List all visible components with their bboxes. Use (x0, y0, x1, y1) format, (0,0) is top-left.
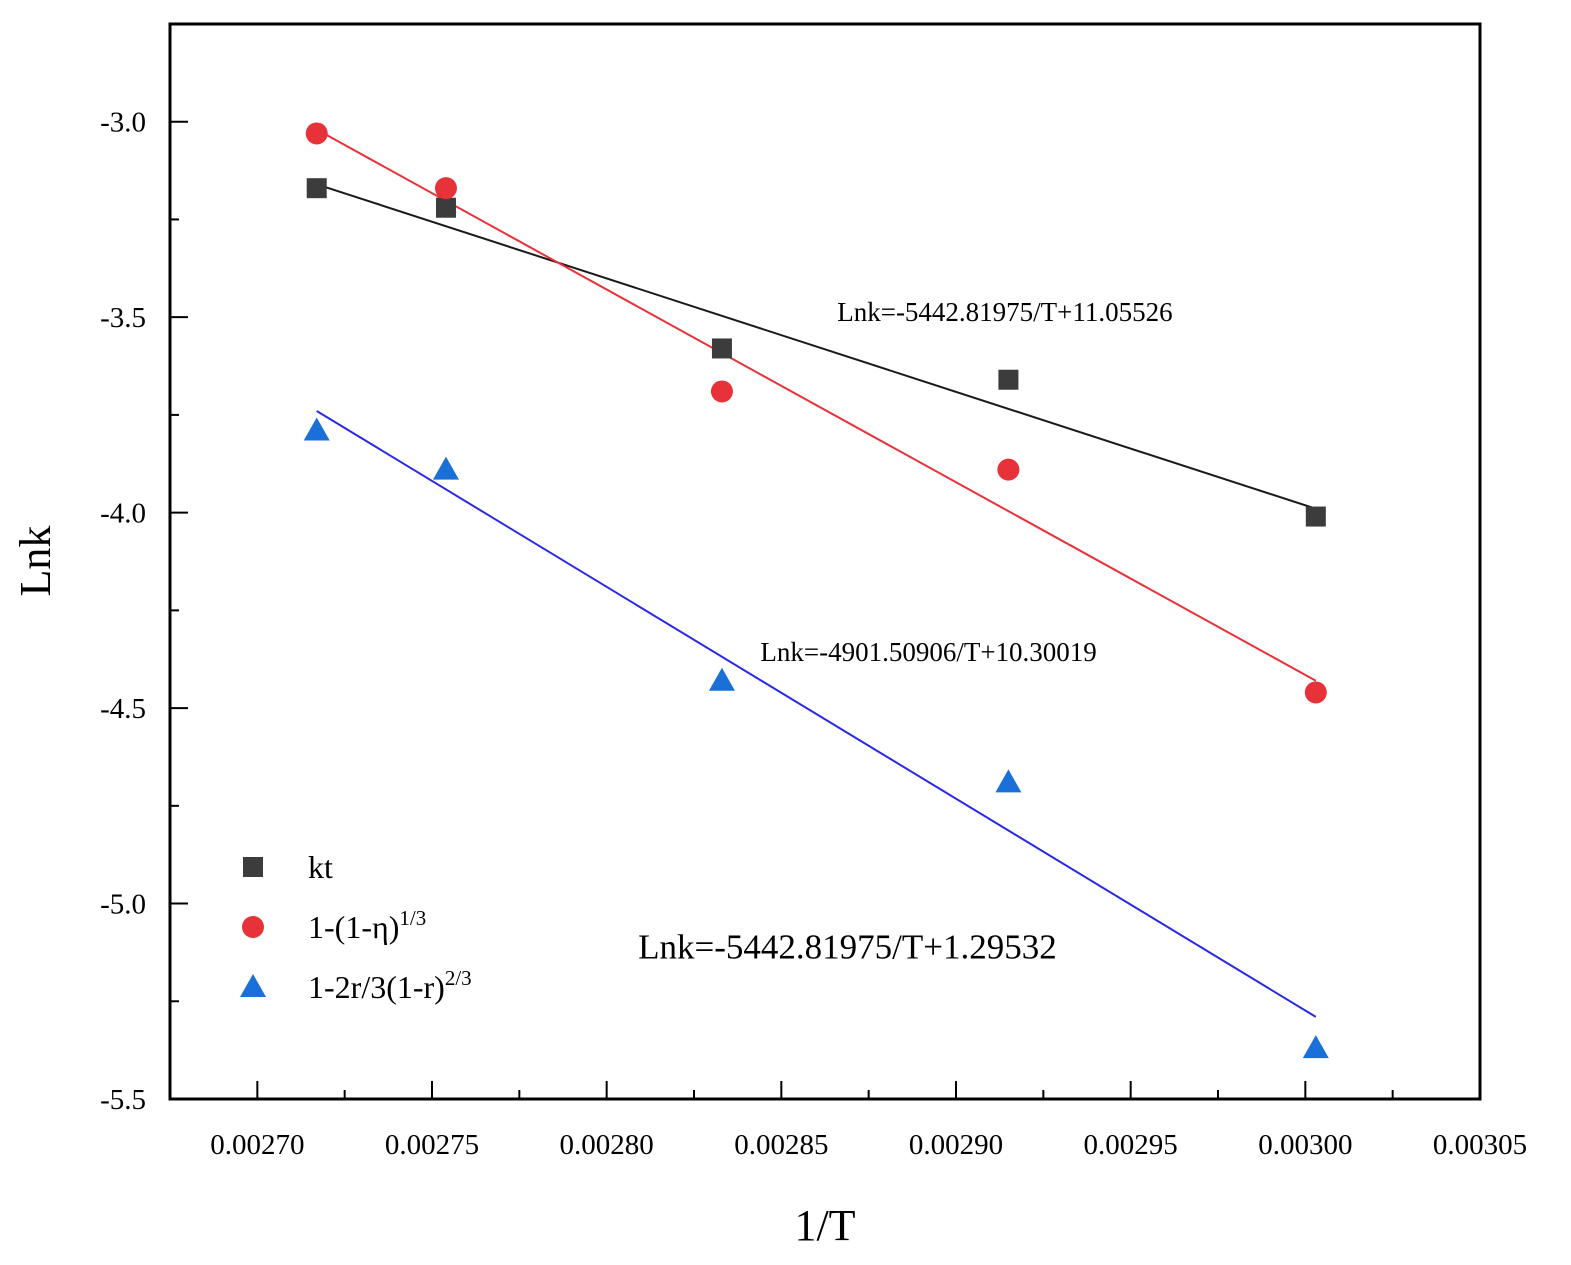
legend-label-superscript: 2/3 (445, 966, 472, 990)
y-axis-title: Lnk (11, 526, 60, 597)
legend-marker (240, 974, 266, 997)
data-point-s1 (1305, 506, 1326, 527)
legend-label: kt (308, 849, 333, 885)
data-point-s1 (306, 178, 327, 199)
data-point-s3 (708, 667, 735, 691)
data-point-s1 (998, 369, 1019, 390)
plot-frame (168, 22, 1482, 1101)
x-tick-label: 0.00275 (385, 1129, 479, 1161)
x-axis-title: 1/T (794, 1201, 855, 1250)
data-point-s2 (710, 380, 733, 403)
fit-line-3 (316, 410, 1317, 1018)
y-tick-label: -3.0 (100, 107, 146, 139)
data-points (303, 122, 1329, 1059)
equation-label: Lnk=-4901.50906/T+10.30019 (760, 637, 1096, 667)
data-point-s2 (305, 122, 328, 145)
data-point-s3 (432, 456, 459, 480)
data-point-s3 (995, 769, 1022, 793)
legend: kt 1-(1-η)1/3 1-2r/3(1-r)2/3 (240, 849, 472, 1005)
x-tick-label: 0.00270 (210, 1129, 304, 1161)
y-axis: -3.0 -3.5 -4.0 -4.5 -5.0 -5.5 (100, 23, 188, 1116)
x-tick-label: 0.00295 (1084, 1129, 1178, 1161)
x-tick-label: 0.00280 (560, 1129, 654, 1161)
equation-annotations: Lnk=-5442.81975/T+11.05526 Lnk=-4901.5090… (638, 297, 1173, 966)
legend-label: 1-2r/3(1-r)2/3 (308, 966, 472, 1005)
x-tick-label: 0.00285 (734, 1129, 828, 1161)
y-tick-label: -5.5 (100, 1084, 146, 1116)
data-point-s1 (711, 338, 732, 359)
fit-line-1 (316, 183, 1317, 510)
data-point-s2 (434, 177, 457, 200)
data-point-s2 (997, 458, 1020, 481)
legend-label: 1-(1-η)1/3 (308, 906, 426, 945)
y-tick-label: -5.0 (100, 889, 146, 921)
fit-lines (316, 128, 1317, 1018)
equation-label: Lnk=-5442.81975/T+1.29532 (638, 927, 1057, 966)
x-tick-label: 0.00290 (909, 1129, 1003, 1161)
data-point-s2 (1304, 681, 1327, 704)
data-point-s3 (1302, 1035, 1329, 1059)
legend-marker (243, 857, 263, 877)
x-tick-label: 0.00305 (1433, 1129, 1527, 1161)
y-tick-label: -4.0 (100, 498, 146, 530)
legend-marker (242, 916, 264, 938)
legend-label-superscript: 1/3 (399, 906, 426, 930)
equation-label: Lnk=-5442.81975/T+11.05526 (837, 297, 1172, 327)
x-tick-label: 0.00300 (1258, 1129, 1352, 1161)
y-tick-label: -4.5 (100, 693, 146, 725)
x-axis: 0.00270 0.00275 0.00280 0.00285 0.00290 0.002… (210, 1081, 1527, 1161)
fit-line-2 (316, 128, 1317, 682)
data-point-s1 (435, 197, 456, 218)
y-tick-label: -3.5 (100, 302, 146, 334)
data-point-s3 (303, 417, 330, 441)
